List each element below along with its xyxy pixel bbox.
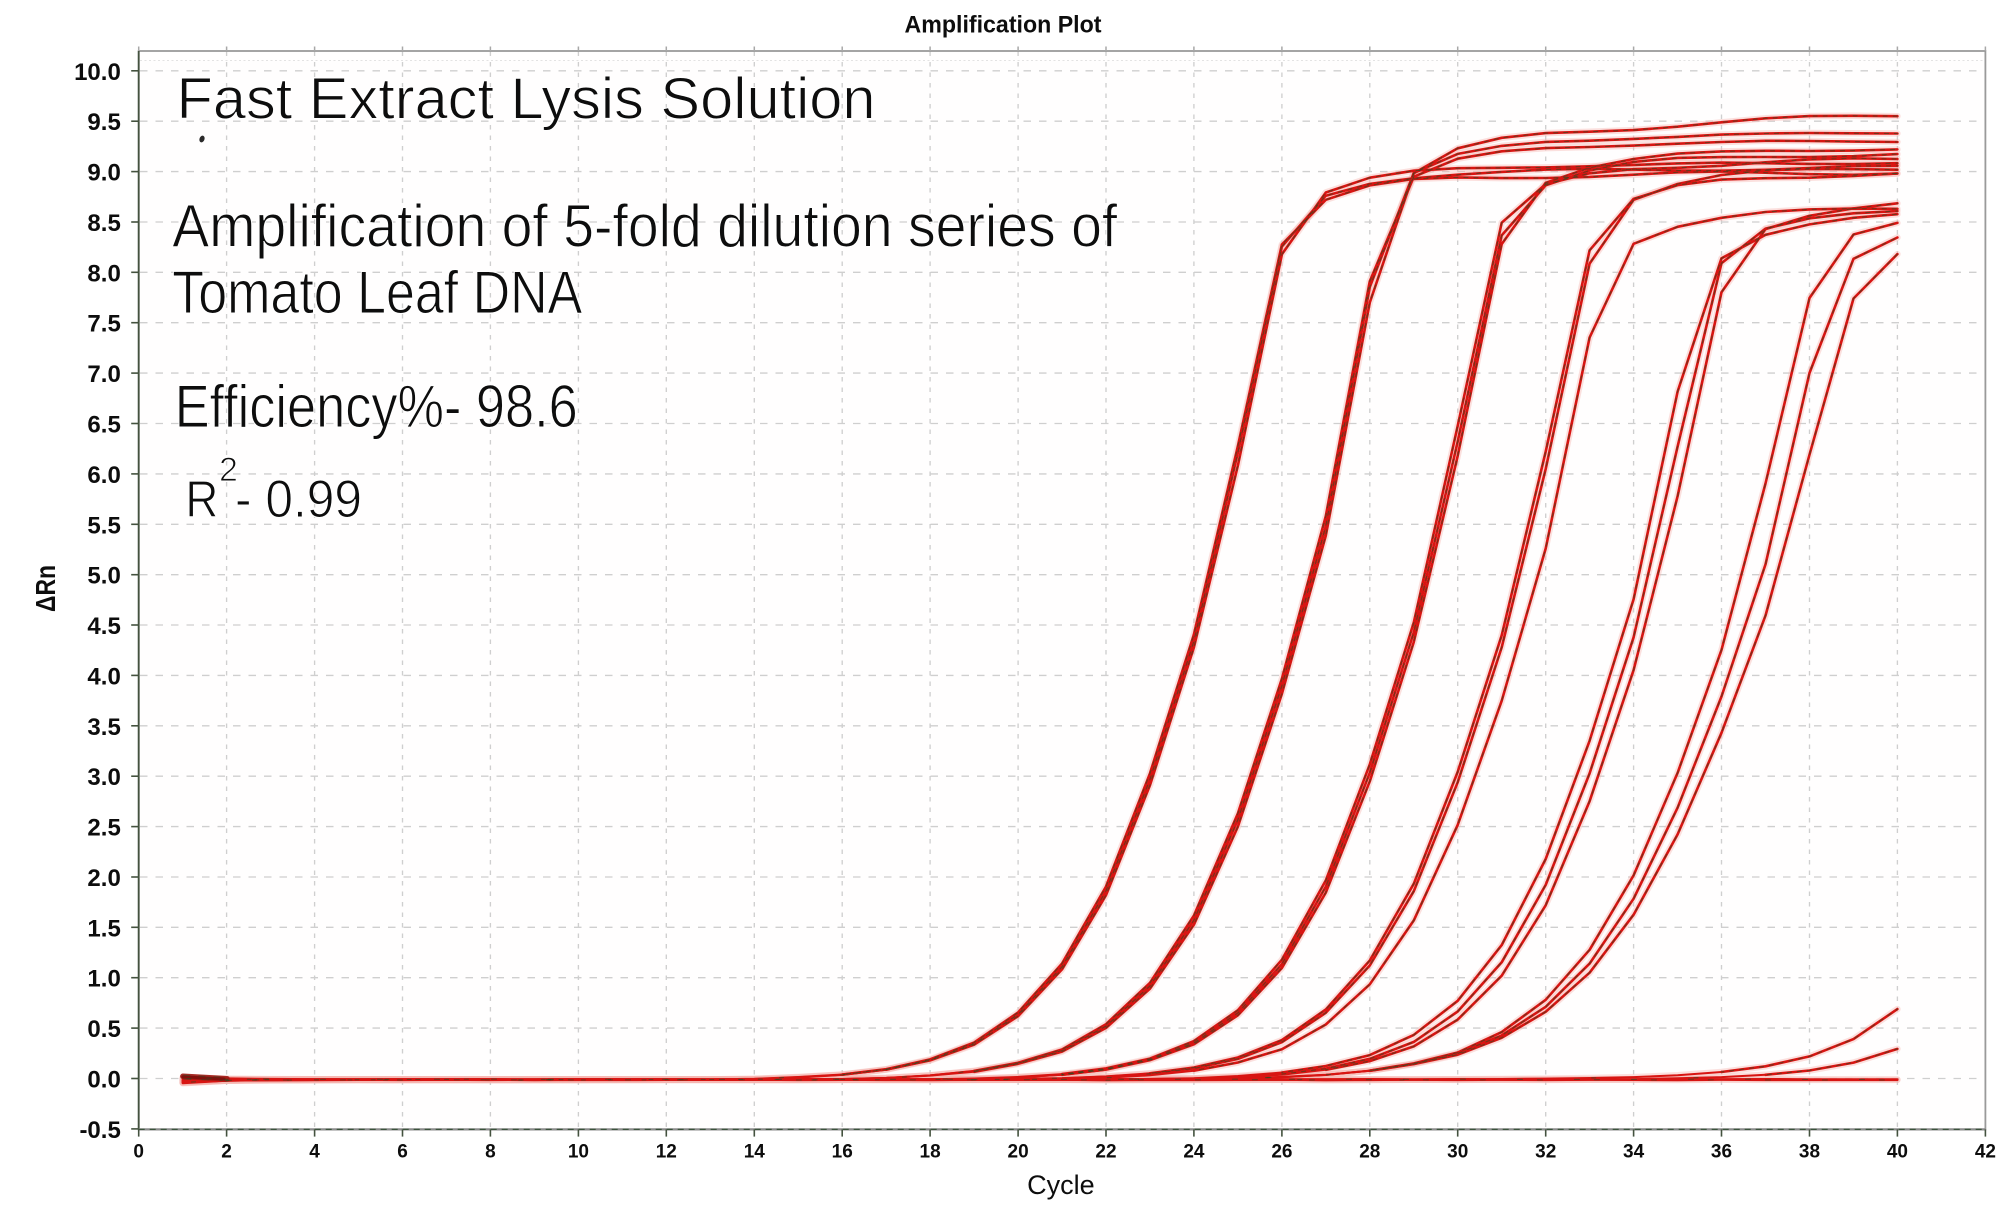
svg-text:14: 14 bbox=[744, 1142, 766, 1163]
svg-text:16: 16 bbox=[832, 1142, 853, 1163]
svg-text:26: 26 bbox=[1271, 1142, 1292, 1163]
svg-text:1.0: 1.0 bbox=[87, 966, 120, 993]
svg-text:7.5: 7.5 bbox=[87, 311, 120, 338]
svg-text:0.5: 0.5 bbox=[87, 1016, 120, 1043]
svg-text:3.5: 3.5 bbox=[87, 714, 120, 741]
svg-text:4.0: 4.0 bbox=[87, 663, 120, 690]
svg-text:24: 24 bbox=[1183, 1142, 1205, 1163]
svg-text:2: 2 bbox=[219, 451, 238, 489]
svg-text:4.5: 4.5 bbox=[87, 613, 120, 640]
svg-text:9.5: 9.5 bbox=[87, 109, 120, 136]
svg-text:18: 18 bbox=[920, 1142, 941, 1163]
svg-text:6: 6 bbox=[397, 1142, 408, 1163]
svg-text:22: 22 bbox=[1095, 1142, 1116, 1163]
svg-text:0: 0 bbox=[133, 1142, 144, 1163]
svg-text:4: 4 bbox=[309, 1142, 320, 1163]
svg-text:3.0: 3.0 bbox=[87, 764, 120, 791]
svg-text:- 0.99: - 0.99 bbox=[235, 470, 362, 529]
svg-text:7.0: 7.0 bbox=[87, 361, 120, 388]
svg-text:R: R bbox=[185, 471, 218, 529]
svg-text:Efficiency%- 98.6: Efficiency%- 98.6 bbox=[175, 373, 578, 440]
svg-text:42: 42 bbox=[1975, 1142, 1996, 1163]
svg-text:2.0: 2.0 bbox=[87, 865, 120, 892]
svg-text:Tomato Leaf DNA: Tomato Leaf DNA bbox=[172, 259, 582, 326]
svg-text:5.5: 5.5 bbox=[87, 512, 120, 539]
svg-text:Fast Extract Lysis Solution: Fast Extract Lysis Solution bbox=[177, 67, 876, 132]
svg-text:20: 20 bbox=[1008, 1142, 1029, 1163]
svg-text:6.5: 6.5 bbox=[87, 412, 120, 439]
svg-text:8.0: 8.0 bbox=[87, 260, 120, 287]
svg-text:Cycle: Cycle bbox=[1027, 1170, 1095, 1200]
svg-text:8: 8 bbox=[485, 1142, 496, 1163]
svg-text:Amplification of 5-fold diluti: Amplification of 5-fold dilution series … bbox=[172, 193, 1117, 260]
svg-text:34: 34 bbox=[1623, 1142, 1645, 1163]
svg-text:10: 10 bbox=[568, 1142, 589, 1163]
svg-text:Amplification Plot: Amplification Plot bbox=[905, 12, 1102, 39]
svg-text:8.5: 8.5 bbox=[87, 210, 120, 237]
svg-text:-0.5: -0.5 bbox=[79, 1117, 120, 1144]
svg-text:9.0: 9.0 bbox=[87, 160, 120, 187]
svg-text:0.0: 0.0 bbox=[87, 1067, 120, 1094]
svg-text:28: 28 bbox=[1359, 1142, 1380, 1163]
svg-text:5.0: 5.0 bbox=[87, 563, 120, 590]
svg-text:32: 32 bbox=[1535, 1142, 1556, 1163]
svg-text:36: 36 bbox=[1711, 1142, 1732, 1163]
svg-text:38: 38 bbox=[1799, 1142, 1820, 1163]
svg-text:40: 40 bbox=[1887, 1142, 1908, 1163]
svg-text:30: 30 bbox=[1447, 1142, 1468, 1163]
svg-text:10.0: 10.0 bbox=[74, 59, 121, 86]
svg-text:1.5: 1.5 bbox=[87, 915, 120, 942]
svg-text:12: 12 bbox=[656, 1142, 677, 1163]
svg-text:6.0: 6.0 bbox=[87, 462, 120, 489]
svg-text:2: 2 bbox=[221, 1142, 232, 1163]
svg-text:ΔRn: ΔRn bbox=[30, 565, 61, 612]
svg-text:2.5: 2.5 bbox=[87, 815, 120, 842]
